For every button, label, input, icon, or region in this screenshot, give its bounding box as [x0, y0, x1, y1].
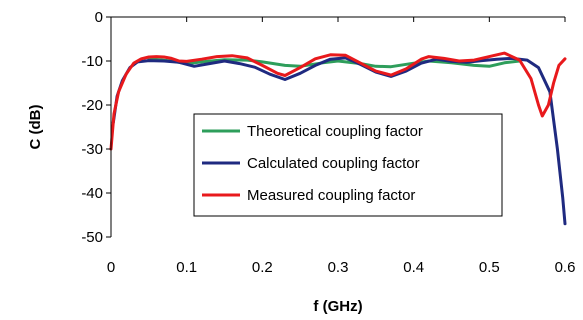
legend-entry: Theoretical coupling factor: [247, 123, 423, 140]
axes: [106, 16, 566, 238]
y-tick-label: -50: [81, 229, 103, 246]
x-tick-label: 0.6: [555, 259, 576, 276]
legend-entry: Measured coupling factor: [247, 187, 415, 204]
series-line-1: [147, 57, 522, 69]
series-line-3: [109, 51, 567, 151]
tick-labels: 0-10-20-30-40-500 0.1 0.2 0.3 0.4 0.5 0.6: [81, 9, 575, 276]
x-tick-label: 0: [107, 259, 115, 276]
y-tick-label: 0: [95, 9, 103, 26]
series-lines: [109, 51, 567, 226]
x-tick-label: 0.2: [252, 259, 273, 276]
x-tick-label: 0.5: [479, 259, 500, 276]
y-tick-label: -10: [81, 53, 103, 70]
x-tick-label: 0.1: [176, 259, 197, 276]
y-tick-label: -40: [81, 185, 103, 202]
y-tick-label: -30: [81, 141, 103, 158]
x-axis-title: f (GHz): [313, 298, 362, 315]
legend: Theoretical coupling factor Calculated co…: [193, 113, 503, 217]
y-tick-label: -20: [81, 97, 103, 114]
legend-entry: Calculated coupling factor: [247, 155, 420, 172]
x-tick-label: 0.4: [403, 259, 424, 276]
y-axis-title: C (dB): [27, 105, 44, 150]
x-tick-label: 0.3: [328, 259, 349, 276]
legend-box: [193, 113, 503, 217]
